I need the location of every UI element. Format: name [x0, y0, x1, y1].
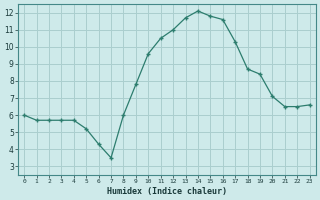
- X-axis label: Humidex (Indice chaleur): Humidex (Indice chaleur): [107, 187, 227, 196]
